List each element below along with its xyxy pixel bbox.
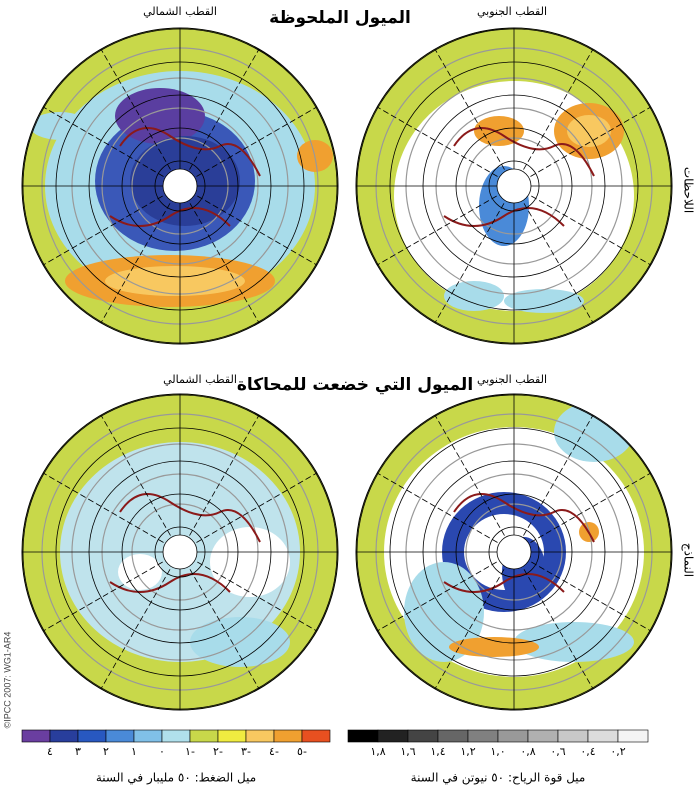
colorbar-label: ١,٢ [460, 745, 475, 758]
colorbar-swatch [21, 729, 51, 743]
trend-region [504, 289, 584, 313]
colorbar-label: ٢- [213, 745, 223, 758]
colorbar-swatch [437, 729, 469, 743]
coastline [109, 127, 261, 227]
colorbar-label: ١,٤ [430, 745, 445, 758]
colorbar-label: ٠,٦ [550, 745, 565, 758]
colorbar-label: ٠ [159, 745, 165, 758]
colorbar-label: ١- [185, 745, 195, 758]
trend-region [118, 554, 162, 590]
colorbar-swatch [273, 729, 303, 743]
map-border [21, 27, 339, 345]
colorbar-label: ٥- [297, 745, 307, 758]
colorbar-swatch [617, 729, 649, 743]
colorbar-label: ٠,٢ [610, 745, 625, 758]
colorbar-label: ١,٦ [400, 745, 415, 758]
map-border [355, 27, 673, 345]
meridian [41, 105, 319, 267]
meridian [375, 471, 653, 633]
colorbar-label: ٣ [75, 745, 81, 758]
colorbar-label: ١ [131, 745, 137, 758]
colorbar-swatch [377, 729, 409, 743]
pole-center [496, 168, 532, 204]
colorbar-swatch [49, 729, 79, 743]
title: الميول الملحوظة [269, 8, 411, 28]
subtitle: الميول التي خضعت للمحاكاة [237, 375, 473, 395]
trend-region [449, 637, 539, 657]
credit: ©IPCC 2007: WG1-AR4 [2, 632, 12, 729]
coastline [109, 493, 261, 593]
colorbars: ٤ ٣ ٢ ١ ٠ ١- ٢- ٣- ٤- ٥- ميل الضغط: ٥٠ مليبار في ا… [21, 729, 649, 786]
meridian [41, 105, 319, 267]
pole-center [496, 534, 532, 570]
colorbar-swatch [217, 729, 247, 743]
trend-region [210, 527, 290, 597]
colorbar-swatch [347, 729, 379, 743]
meridian [375, 105, 653, 267]
colorbar-swatch [301, 729, 331, 743]
row-label: اللاحظات [682, 167, 696, 213]
colorbar-label: ٢ [103, 745, 109, 758]
colorbar-swatch [497, 729, 529, 743]
meridian [433, 413, 595, 691]
colorbar-swatch [245, 729, 275, 743]
colorbar-label: ١,٠ [490, 745, 505, 758]
meridian [41, 471, 319, 633]
colorbar-swatch [527, 729, 559, 743]
pole-center [162, 168, 198, 204]
map-border [355, 393, 673, 711]
colorbar-swatch [407, 729, 439, 743]
meridian [99, 47, 261, 325]
meridian [41, 471, 319, 633]
coastline [443, 127, 595, 227]
panel-label: القطب الجنوبي [477, 373, 547, 386]
polar-map [356, 394, 672, 710]
trend-region [554, 402, 634, 462]
colorbar-label: ٣- [241, 745, 251, 758]
panel-label: القطب الشمالي [143, 5, 217, 18]
meridian [433, 413, 595, 691]
pole-center [162, 534, 198, 570]
meridian [433, 47, 595, 325]
colorbar-swatch [557, 729, 589, 743]
polar-map [22, 28, 338, 344]
trend-region [105, 266, 245, 296]
panel-label: القطب الشمالي [163, 373, 237, 386]
colorbar-swatch [189, 729, 219, 743]
colorbar-label: ٠,٤ [580, 745, 595, 758]
coastline [443, 493, 595, 593]
colorbar-swatch [77, 729, 107, 743]
colorbar-swatch [587, 729, 619, 743]
trend-region [474, 116, 524, 146]
polar-map [356, 28, 672, 344]
trend-region [30, 112, 90, 140]
meridian [433, 47, 595, 325]
panel-label: القطب الجنوبي [477, 5, 547, 18]
colorbar-swatch [467, 729, 499, 743]
colorbar-swatch [161, 729, 191, 743]
polar-map [22, 394, 338, 710]
colorbar-label: ١,٨ [370, 745, 385, 758]
colorbar-caption: ميل الضغط: ٥٠ مليبار في السنة [96, 771, 256, 786]
maps [21, 27, 673, 711]
colorbar-label: ٠,٨ [520, 745, 535, 758]
meridian [99, 413, 261, 691]
colorbar-label: ٤- [269, 745, 279, 758]
colorbar-label: ٤ [47, 745, 53, 758]
row-label: النماذج [682, 543, 696, 577]
meridian [375, 105, 653, 267]
colorbar-swatch [105, 729, 135, 743]
colorbar-caption: ميل قوة الرياح: ٥٠ نيوتن في السنة [411, 771, 586, 786]
meridian [375, 471, 653, 633]
trend-region [567, 115, 611, 147]
colorbar-swatch [133, 729, 163, 743]
meridian [99, 47, 261, 325]
trend-region [444, 281, 504, 311]
meridian [99, 413, 261, 691]
map-border [21, 393, 339, 711]
